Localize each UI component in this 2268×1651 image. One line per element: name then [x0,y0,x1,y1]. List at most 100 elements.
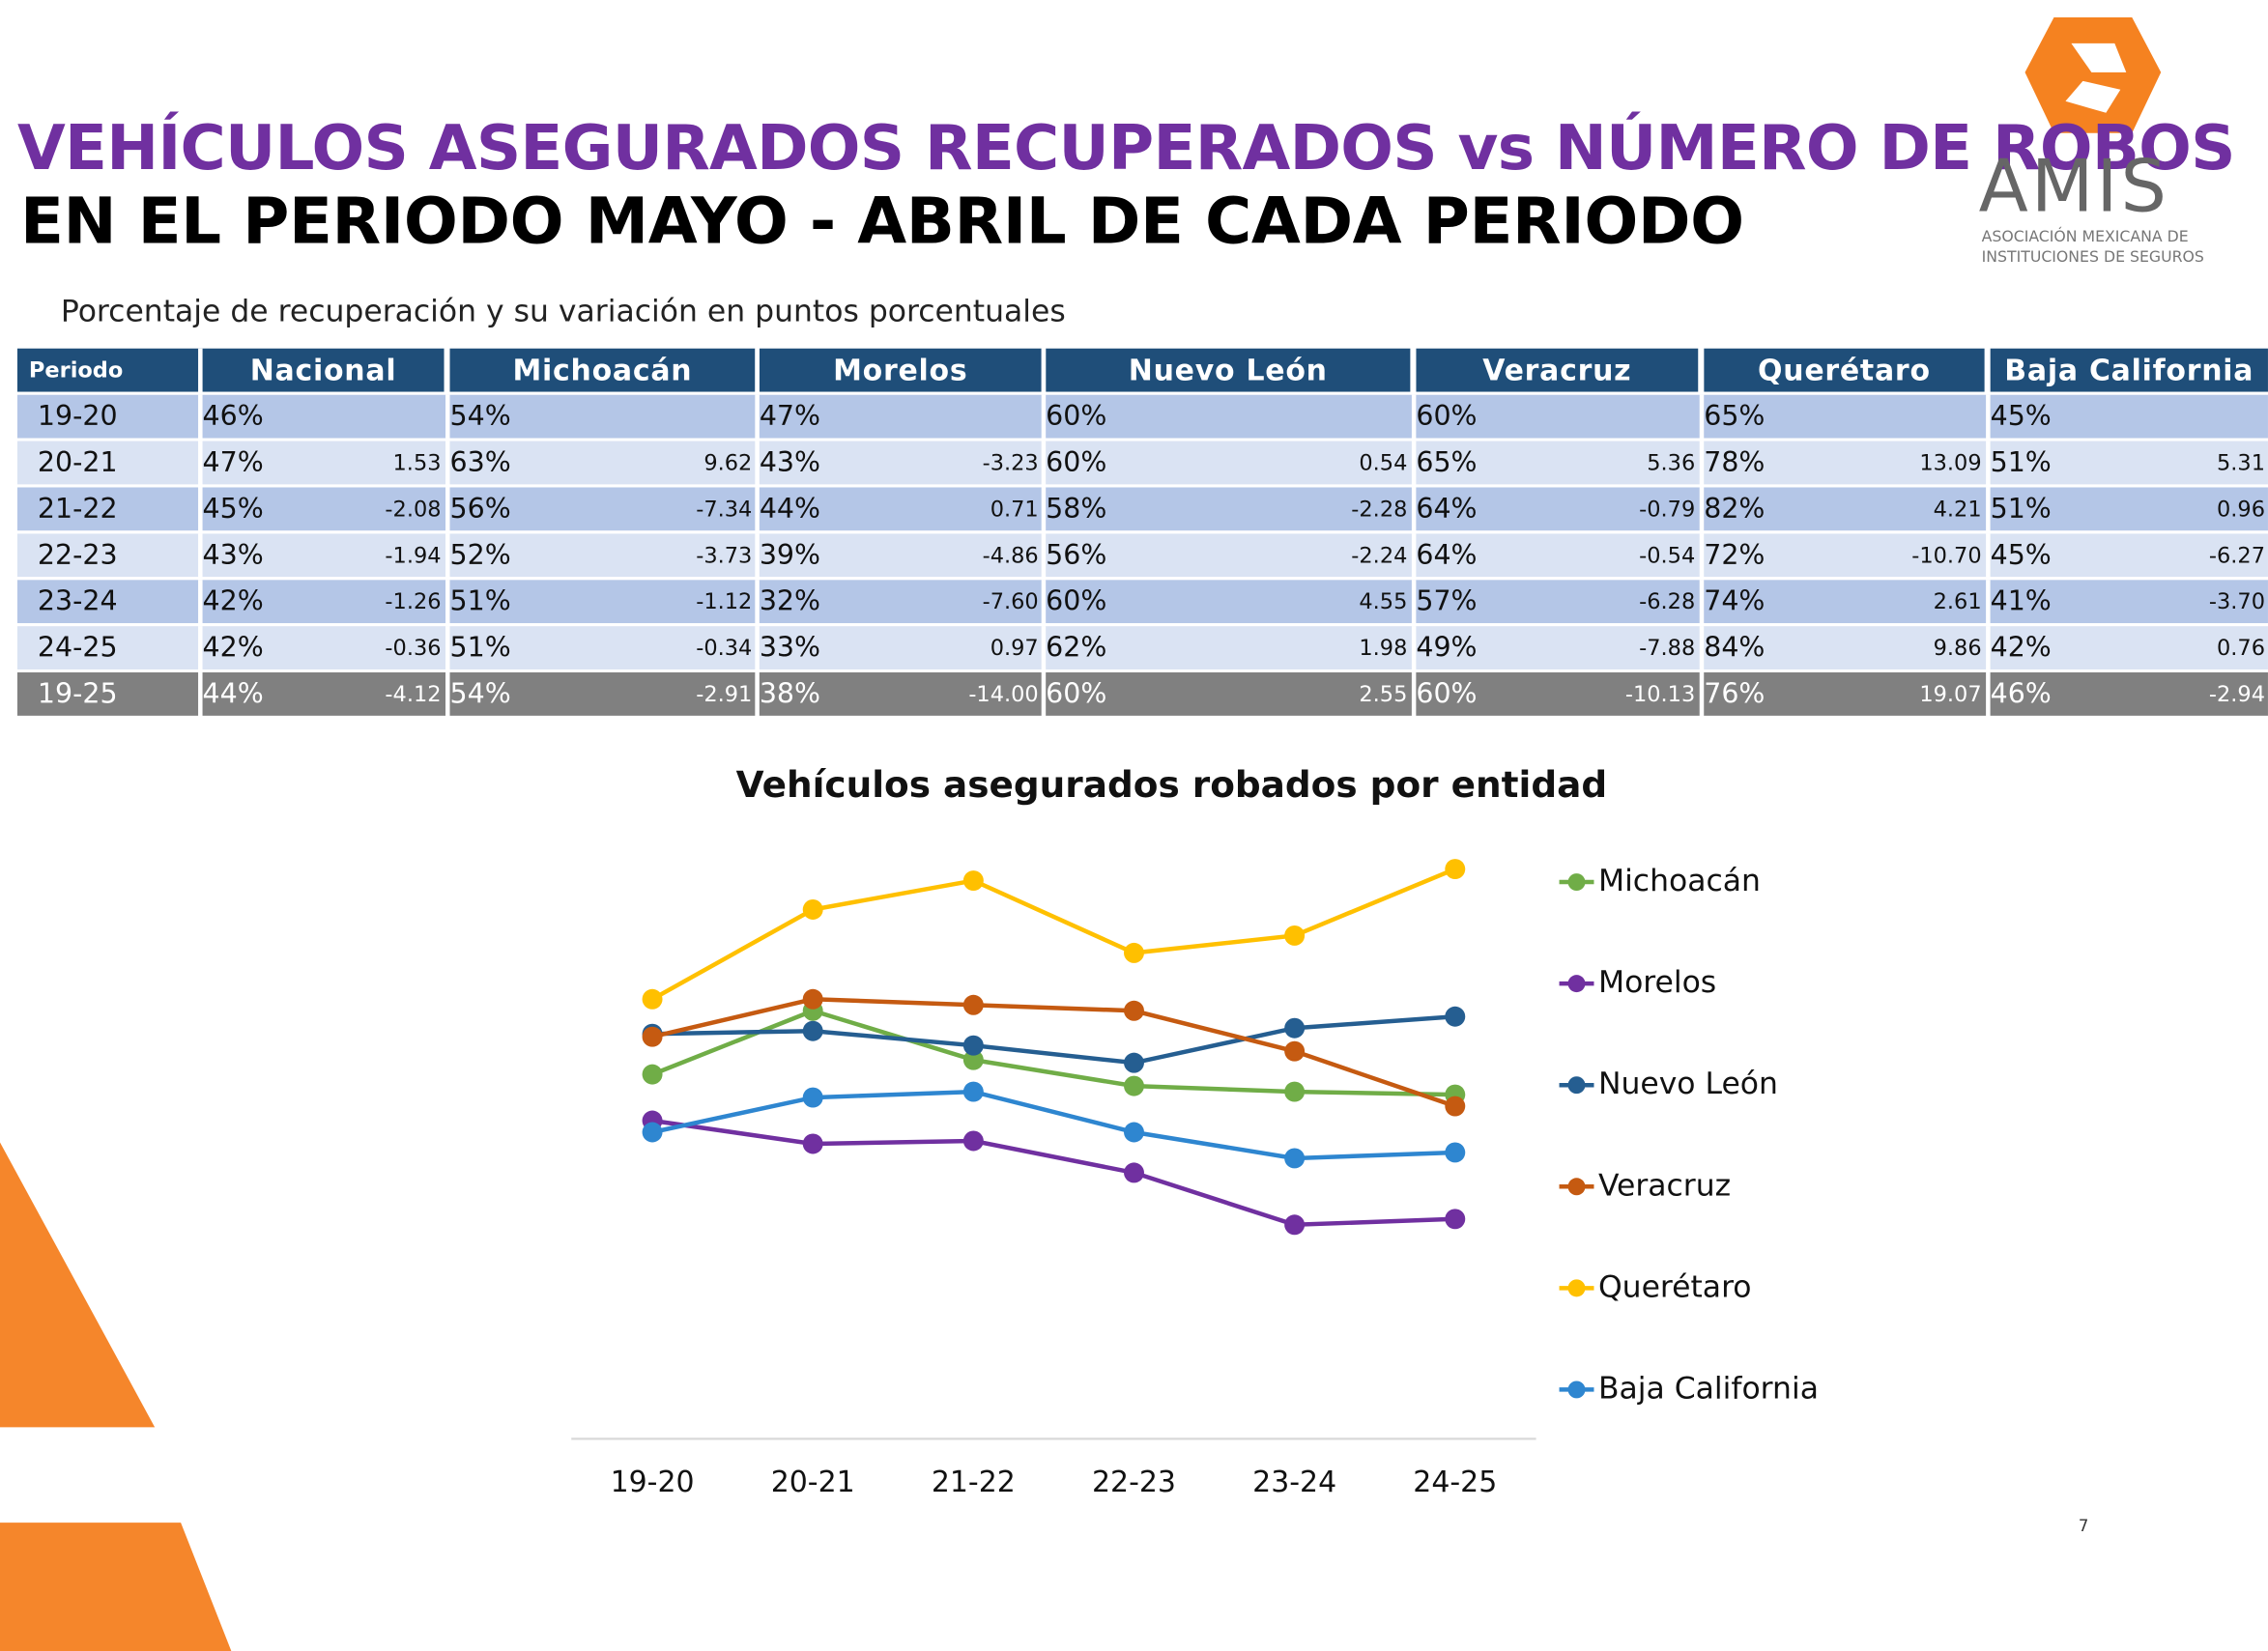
pct-cell: 44% [759,493,821,526]
pct-cell: 82% [1704,493,1766,526]
separator [16,715,2268,719]
legend-label: Querétaro [1598,1269,1752,1304]
point [1124,942,1144,963]
variation-cell: -2.94 [2208,680,2265,707]
variation-cell: 0.54 [1359,449,1408,476]
pct-cell: 78% [1704,446,1766,479]
series-line [651,1118,1455,1228]
separator [445,672,450,719]
x-tick-label: 24-25 [1413,1466,1497,1499]
period-cell: 20-21 [37,446,118,479]
variation-cell: -14.00 [968,680,1039,707]
pct-cell: 41% [1990,585,2052,618]
pct-cell: 47% [202,446,264,479]
separator [1411,348,1417,395]
separator [755,487,760,534]
variation-cell: -3.73 [696,542,753,569]
point [1445,1096,1466,1117]
row-bg [16,580,2268,624]
pct-cell: 84% [1704,632,1766,665]
header-cell: Querétaro [1704,348,1985,392]
logo-mark [2024,16,2162,133]
point [1284,925,1306,946]
variation-cell: 1.98 [1359,635,1408,662]
pct-cell: 76% [1704,677,1766,710]
variation-cell: -7.60 [982,588,1039,615]
separator [1411,580,1417,627]
separator [1041,348,1047,395]
series-line [651,997,1456,1109]
title-line-1: VEHÍCULOS ASEGURADOS RECUPERADOS vs NÚME… [16,112,2236,185]
legend-label: Nuevo León [1598,1067,1778,1101]
pct-cell: 72% [1704,539,1766,572]
legend-marker [1567,975,1586,993]
point [1445,1006,1466,1027]
separator [445,533,450,581]
separator [1699,672,1705,719]
variation-cell: -0.79 [1639,496,1696,523]
point [962,1035,984,1056]
separator [198,672,203,719]
separator [198,348,203,395]
pct-cell: 65% [1416,446,1478,479]
variation-cell: 0.76 [2216,635,2265,662]
legend-label: Michoacán [1598,864,1761,898]
header-cell: Baja California [1990,348,2268,392]
variation-cell: -4.12 [385,680,442,707]
pct-cell: 60% [1416,677,1478,710]
variation-cell: 9.86 [1933,635,1982,662]
point [1284,1214,1306,1236]
logo-line: INSTITUCIONES DE SEGUROS [1981,248,2204,267]
period-cell: 19-25 [37,677,118,710]
variation-cell: -1.12 [696,588,753,615]
variation-cell: 5.31 [2216,449,2265,476]
period-cell: 21-22 [37,493,118,526]
title-line-2: EN EL PERIODO MAYO - ABRIL DE CADA PERIO… [19,185,1744,259]
pct-cell: 74% [1704,585,1766,618]
separator [755,441,760,488]
period-cell: 24-25 [37,632,118,665]
separator [1411,533,1417,581]
variation-cell: -1.94 [385,542,442,569]
pct-cell: 54% [449,400,511,433]
variation-cell: -10.13 [1624,680,1696,707]
point [1284,1081,1306,1102]
header-cell: Morelos [759,348,1042,392]
separator [16,438,2268,441]
variation-cell: 0.71 [990,496,1039,523]
point [1124,1122,1144,1143]
variation-cell: -3.70 [2208,588,2265,615]
separator [1986,441,1991,488]
variation-cell: -6.28 [1639,588,1696,615]
pct-cell: 60% [1046,400,1107,433]
separator [1411,672,1417,719]
pct-cell: 60% [1416,400,1478,433]
separator [755,626,760,673]
header-cell: Nacional [202,348,445,392]
variation-cell: -3.23 [982,449,1039,476]
point [962,1130,984,1152]
separator [16,484,2268,488]
separator [198,487,203,534]
separator [1986,533,1991,581]
point [1284,1017,1306,1039]
x-tick-label: 22-23 [1092,1466,1176,1499]
separator [198,580,203,627]
pct-cell: 33% [759,632,821,665]
pct-cell: 32% [759,585,821,618]
point [1445,1209,1466,1230]
pct-cell: 63% [449,446,511,479]
pct-cell: 60% [1046,585,1107,618]
separator [198,533,203,581]
x-tick-label: 19-20 [611,1466,695,1499]
pct-cell: 49% [1416,632,1478,665]
point [802,899,823,920]
point [962,1081,984,1102]
series-line [651,1008,1455,1097]
point [1284,1148,1306,1169]
separator [1699,487,1705,534]
variation-cell: -1.26 [385,588,442,615]
variation-cell: -0.34 [696,635,753,662]
period-cell: 19-20 [37,400,118,433]
pct-cell: 46% [1990,677,2052,710]
